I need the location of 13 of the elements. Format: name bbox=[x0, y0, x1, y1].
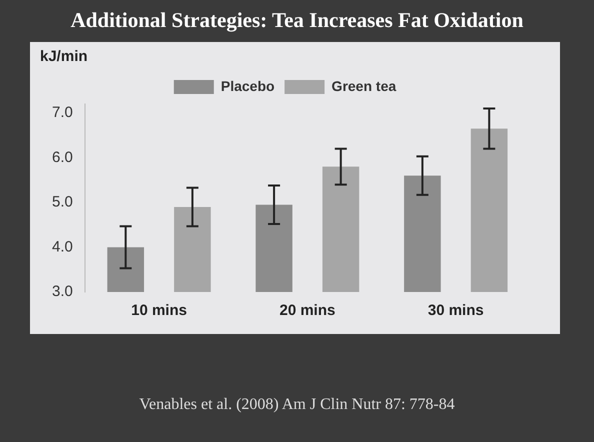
x-tick-label: 30 mins bbox=[428, 302, 484, 320]
legend-label: Placebo bbox=[220, 78, 275, 94]
x-tick-label: 20 mins bbox=[279, 302, 336, 320]
chart-title: Additional Strategies: Tea Increases Fat Oxidation bbox=[70, 7, 524, 34]
y-tick-label: 5.0 bbox=[52, 194, 73, 211]
y-tick-label: 6.0 bbox=[52, 148, 73, 166]
y-tick-label: 4.0 bbox=[52, 238, 73, 256]
legend-label: Green tea bbox=[332, 78, 396, 94]
x-tick-label: 10 mins bbox=[131, 302, 187, 320]
y-tick-label: 7.0 bbox=[52, 104, 73, 122]
y-tick-label: 3.0 bbox=[52, 283, 73, 300]
text: Venables et al. (2008) Am J Clin Nutr 87: 778-84 bbox=[138, 396, 456, 414]
y-axis-title: kJ/min bbox=[40, 48, 88, 65]
